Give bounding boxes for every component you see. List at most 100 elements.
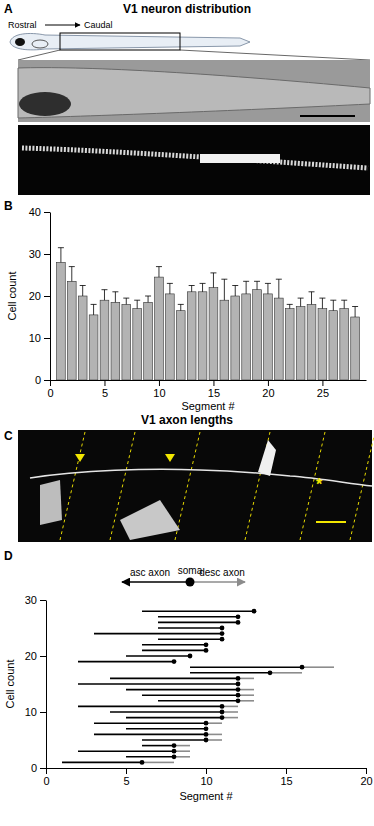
error-bar-cap	[265, 283, 271, 284]
bar	[100, 300, 109, 380]
error-bar	[112, 292, 118, 303]
bar	[296, 307, 305, 381]
error-bar-stem	[82, 286, 83, 297]
error-bar	[178, 304, 184, 310]
brightfield-body	[18, 68, 370, 118]
error-bar-stem	[180, 304, 181, 310]
error-bar-stem	[191, 286, 192, 292]
fish-schematic	[10, 33, 250, 49]
bar	[253, 290, 262, 380]
error-bar-cap	[145, 296, 151, 297]
region-box	[60, 33, 180, 50]
panel-label: D	[4, 549, 13, 563]
error-bar	[101, 290, 107, 301]
error-bar	[254, 281, 260, 289]
segment-boundary	[300, 432, 325, 540]
asc-axon	[126, 756, 174, 758]
y-axis-title: Cell count	[6, 272, 18, 321]
y-tick-label: 30	[29, 248, 41, 260]
error-bar-stem	[344, 300, 345, 308]
soma	[204, 738, 209, 743]
error-bar-stem	[333, 300, 334, 311]
x-tick-label: 15	[280, 775, 292, 787]
error-bar-cap	[80, 285, 86, 286]
legend-label: desc axon	[199, 567, 245, 578]
x-tick-label: 20	[262, 387, 274, 399]
plot-area	[62, 609, 334, 765]
scale-bar	[316, 521, 346, 523]
bar	[144, 302, 153, 380]
error-bar-cap	[243, 281, 249, 282]
asc-axon	[142, 745, 174, 747]
error-bar-cap	[167, 283, 173, 284]
error-bar-cap	[91, 304, 97, 305]
error-bar-cap	[254, 281, 260, 282]
error-bar-cap	[58, 247, 64, 248]
y-tick-label: 0	[31, 762, 37, 774]
error-bar-cap	[330, 300, 336, 301]
error-bar	[232, 286, 238, 297]
bar	[187, 292, 196, 380]
x-tick-label: 10	[200, 775, 212, 787]
error-bar	[309, 292, 315, 305]
error-bar-cap	[123, 298, 129, 299]
error-bar-stem	[257, 281, 258, 289]
annotation: *	[316, 476, 323, 493]
bar	[78, 296, 87, 380]
asc-axon	[126, 717, 222, 719]
y-tick: 10	[25, 706, 46, 718]
fish-eye	[15, 38, 25, 46]
x-tick-mark	[104, 380, 105, 386]
soma	[140, 760, 145, 765]
x-tick-label: 10	[153, 387, 165, 399]
error-bar	[58, 248, 64, 263]
error-bar-cap	[287, 304, 293, 305]
error-bar-cap	[276, 279, 282, 280]
error-bar	[287, 304, 293, 308]
error-bar-stem	[202, 283, 203, 291]
error-bar	[156, 267, 162, 278]
error-bar	[200, 283, 206, 291]
asc-axon	[94, 633, 222, 635]
x-tick: 10	[200, 768, 212, 787]
x-tick: 10	[153, 380, 165, 399]
soma	[204, 648, 209, 653]
soma	[300, 665, 305, 670]
y-tick: 30	[29, 248, 50, 260]
error-bar	[276, 279, 282, 298]
bar	[307, 304, 316, 380]
error-bar	[330, 300, 336, 311]
asc-axon	[158, 622, 238, 624]
asc-axon	[62, 762, 142, 764]
x-tick-mark	[46, 768, 47, 774]
error-bar-cap	[200, 283, 206, 284]
soma	[236, 614, 241, 619]
error-bar-cap	[210, 272, 216, 273]
bar	[166, 294, 175, 380]
brightfield-image	[18, 60, 370, 122]
bar	[133, 309, 142, 380]
soma	[172, 749, 177, 754]
error-bar-stem	[289, 304, 290, 308]
bar	[67, 281, 76, 380]
bright-cell	[120, 500, 180, 540]
error-bar-stem	[267, 283, 268, 294]
error-bar	[145, 296, 151, 302]
error-bar	[80, 286, 86, 297]
error-bar	[189, 286, 195, 292]
error-bar	[221, 279, 227, 300]
desc-axon	[302, 666, 334, 668]
x-tick-label: 5	[123, 775, 129, 787]
x-tick-mark	[213, 380, 214, 386]
axon-image	[18, 430, 372, 542]
y-tick-mark	[44, 212, 50, 213]
error-bar-cap	[298, 298, 304, 299]
error-bar-stem	[300, 298, 301, 306]
asc-axon	[158, 627, 222, 629]
error-bar	[91, 304, 97, 315]
x-tick-mark	[159, 380, 160, 386]
error-bar-stem	[224, 279, 225, 300]
asc-axon	[78, 661, 174, 663]
error-bar	[123, 298, 129, 304]
soma	[204, 721, 209, 726]
